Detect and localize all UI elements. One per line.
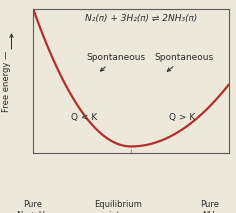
Text: Pure
NH₃: Pure NH₃ <box>201 200 219 213</box>
Text: Spontaneous: Spontaneous <box>155 53 214 71</box>
Text: Pure
N₂ + H₂: Pure N₂ + H₂ <box>17 200 49 213</box>
Text: Equilibrium
mixture
(Q = K, ΔG = 0): Equilibrium mixture (Q = K, ΔG = 0) <box>85 200 151 213</box>
Text: Spontaneous: Spontaneous <box>86 53 145 71</box>
Text: N₂(ᴨ) + 3H₂(ᴨ) ⇌ 2NH₃(ᴨ): N₂(ᴨ) + 3H₂(ᴨ) ⇌ 2NH₃(ᴨ) <box>85 14 197 23</box>
Text: Free energy —: Free energy — <box>2 50 11 112</box>
Text: Q > K: Q > K <box>169 113 195 122</box>
Text: Q < K: Q < K <box>71 113 97 122</box>
